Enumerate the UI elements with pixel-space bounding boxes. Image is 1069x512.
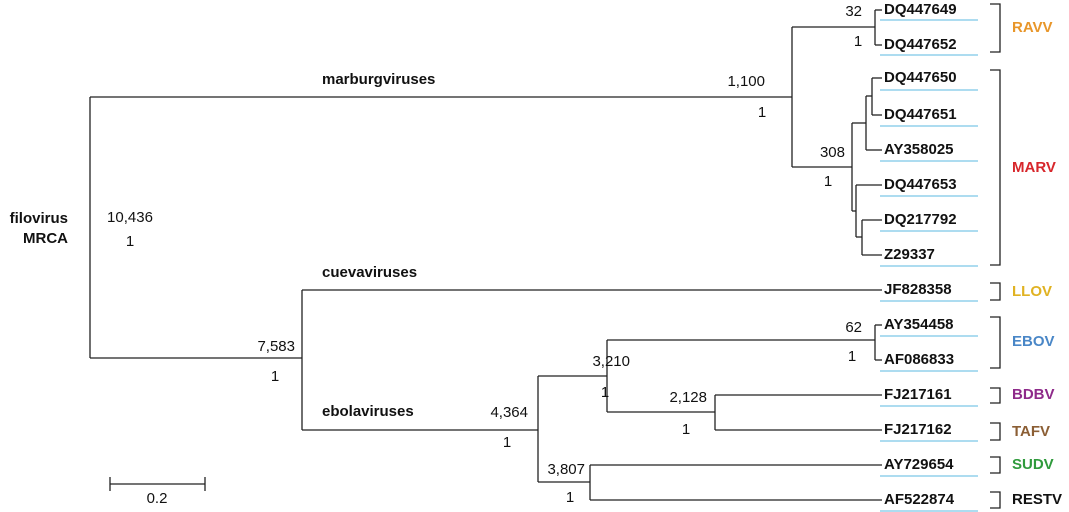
leaf-labels: DQ447649 DQ447652 DQ447650 DQ447651 AY358025… xyxy=(884,1,957,508)
support-value: 10,436 xyxy=(107,209,153,226)
leaf-underlines xyxy=(880,19,978,512)
support-value: 4,364 xyxy=(490,404,528,421)
clade-label: RESTV xyxy=(1012,491,1062,508)
clade-brackets xyxy=(990,3,1001,509)
posterior-value: 1 xyxy=(824,173,832,190)
posterior-value: 1 xyxy=(758,104,766,121)
leaf-label: AF086833 xyxy=(884,351,954,368)
clade-labels: RAVV MARV LLOV EBOV BDBV TAFV SUDV RESTV xyxy=(1012,19,1062,508)
posterior-value: 1 xyxy=(854,33,862,50)
node-labels: 1,100 1 32 1 308 1 7,583 1 4,364 1 3,210 1 62 1 2,128 1… xyxy=(257,3,862,506)
posterior-value: 1 xyxy=(682,421,690,438)
leaf-label: AY729654 xyxy=(884,456,954,473)
leaf-label: DQ447650 xyxy=(884,69,957,86)
leaf-label: DQ447653 xyxy=(884,176,957,193)
group-label: marburgviruses xyxy=(322,71,435,88)
leaf-label: FJ217161 xyxy=(884,386,952,403)
leaf-label: DQ447649 xyxy=(884,1,957,18)
leaf-label: Z29337 xyxy=(884,246,935,263)
posterior-value: 1 xyxy=(566,489,574,506)
clade-label: RAVV xyxy=(1012,19,1053,36)
group-label: cuevaviruses xyxy=(322,264,417,281)
leaf-label: AY358025 xyxy=(884,141,954,158)
support-value: 2,128 xyxy=(669,389,707,406)
clade-label: LLOV xyxy=(1012,283,1052,300)
support-value: 3,210 xyxy=(592,353,630,370)
posterior-value: 1 xyxy=(271,368,279,385)
support-value: 1,100 xyxy=(727,73,765,90)
root-label: MRCA xyxy=(23,230,68,247)
support-value: 7,583 xyxy=(257,338,295,355)
leaf-label: JF828358 xyxy=(884,281,952,298)
leaf-label: DQ447652 xyxy=(884,36,957,53)
clade-label: EBOV xyxy=(1012,333,1055,350)
group-label: ebolaviruses xyxy=(322,403,414,420)
root-label: filovirus xyxy=(10,210,68,227)
leaf-label: FJ217162 xyxy=(884,421,952,438)
leaf-label: AY354458 xyxy=(884,316,954,333)
leaf-label: DQ217792 xyxy=(884,211,957,228)
scale-bar-label: 0.2 xyxy=(147,490,168,507)
posterior-value: 1 xyxy=(601,384,609,401)
clade-label: BDBV xyxy=(1012,386,1055,403)
leaf-label: DQ447651 xyxy=(884,106,957,123)
clade-label: MARV xyxy=(1012,159,1056,176)
support-value: 62 xyxy=(845,319,862,336)
posterior-value: 1 xyxy=(503,434,511,451)
support-value: 308 xyxy=(820,144,845,161)
posterior-value: 1 xyxy=(126,233,134,250)
clade-label: TAFV xyxy=(1012,423,1050,440)
leaf-label: AF522874 xyxy=(884,491,955,508)
clade-label: SUDV xyxy=(1012,456,1054,473)
tree-branches xyxy=(89,9,882,501)
posterior-value: 1 xyxy=(848,348,856,365)
support-value: 32 xyxy=(845,3,862,20)
support-value: 3,807 xyxy=(547,461,585,478)
